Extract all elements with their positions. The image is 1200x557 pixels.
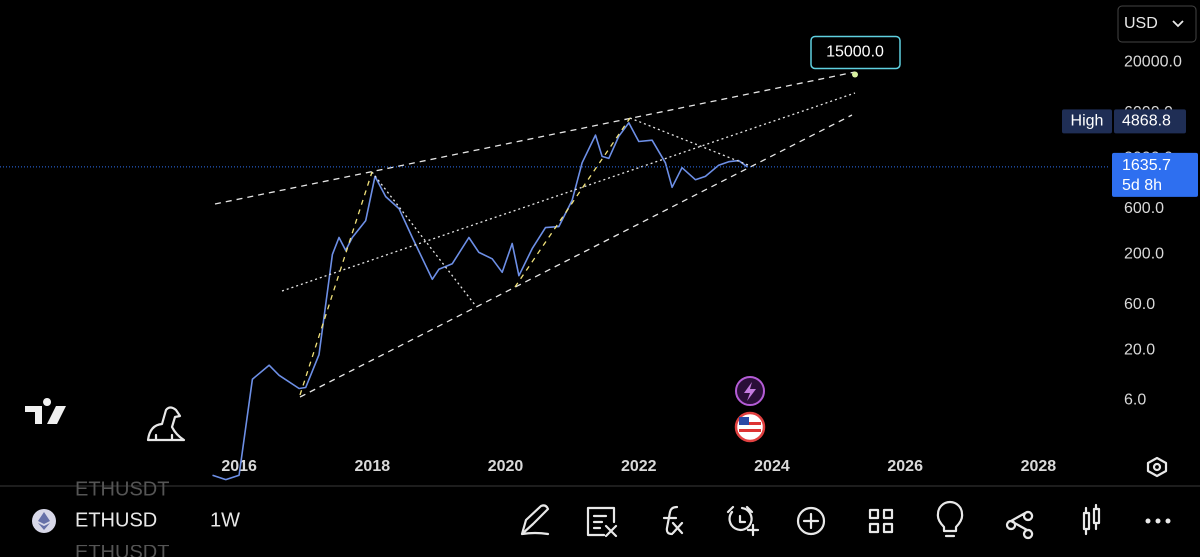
x-tick-label: 2016 [221, 458, 257, 475]
currency-chevron [1172, 20, 1184, 28]
add-icon-plus [802, 512, 820, 530]
add-icon[interactable] [796, 506, 826, 536]
more-icon[interactable] [1145, 518, 1171, 524]
overlay: 1635.7 5d 8h High 4868.8 15000.0 USD [0, 5, 1198, 197]
x-tick-label: 2020 [488, 458, 524, 475]
settings-icon[interactable] [1146, 456, 1168, 478]
alert-icon[interactable] [726, 505, 760, 537]
y-tick-label: 20000.0 [1124, 54, 1182, 71]
tradingview-logo [25, 398, 66, 424]
trend-line [371, 171, 476, 306]
x-tick-label: 2028 [1021, 458, 1057, 475]
trend-line [514, 117, 631, 288]
toolbar-icons [520, 500, 1171, 540]
settings-icon-center [1152, 462, 1162, 472]
currency: USD [1124, 15, 1158, 32]
target-point [852, 71, 858, 78]
lightning-icon [744, 382, 756, 401]
currency-button[interactable] [1117, 5, 1197, 43]
y-tick-label: 20.0 [1124, 342, 1155, 359]
y-tick-label: 60.0 [1124, 296, 1155, 313]
symbol[interactable]: ETHUSD [75, 509, 157, 531]
y-tick-label: 200.0 [1124, 246, 1164, 263]
target-label: 15000.0 [826, 44, 884, 61]
target-box [810, 35, 901, 70]
eth-logo[interactable] [32, 509, 56, 533]
share-icon[interactable] [1005, 510, 1034, 540]
indicator-icon[interactable] [662, 505, 684, 536]
trend-line [214, 71, 856, 205]
x-tick-label: 2018 [355, 458, 391, 475]
dino-icon[interactable] [146, 406, 186, 442]
ideas-icon[interactable] [936, 500, 964, 538]
trend-line [299, 114, 853, 398]
last-price: 1635.7 [1122, 157, 1171, 174]
trend-line [281, 92, 856, 292]
x-tick-label: 2024 [754, 458, 790, 475]
flag-stripes [739, 417, 761, 432]
high-value: 4868.8 [1122, 113, 1171, 130]
symbol-ghost: ETHUSDT [75, 478, 169, 500]
high-label: High [1071, 113, 1104, 130]
high-value-tag [1114, 109, 1186, 134]
draw-icon[interactable] [520, 504, 550, 536]
high-tag [1062, 109, 1112, 134]
interval[interactable]: 1W [210, 509, 240, 531]
y-tick-label: 600.0 [1124, 200, 1164, 217]
list-icon[interactable] [586, 506, 618, 538]
countdown: 5d 8h [1122, 177, 1162, 194]
symbol-ghost: ETHUSDT [75, 541, 169, 557]
layout-icon[interactable] [868, 508, 894, 534]
trend-line [629, 117, 749, 166]
x-tick-label: 2026 [887, 458, 923, 475]
y-tick-label: 6.0 [1124, 392, 1146, 409]
last-price-tag [1112, 152, 1198, 197]
chart-type-icon[interactable] [1082, 503, 1101, 536]
x-tick-label: 2022 [621, 458, 657, 475]
drawings [214, 71, 856, 398]
